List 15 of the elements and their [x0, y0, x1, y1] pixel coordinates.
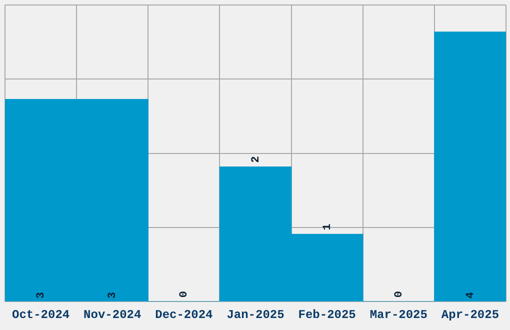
- x-tick-label: Oct-2024: [12, 308, 70, 322]
- data-label: 2: [250, 156, 262, 163]
- x-tick-label: Mar-2025: [370, 308, 428, 322]
- x-tick-label: Nov-2024: [84, 308, 142, 322]
- data-label: 0: [178, 290, 191, 298]
- x-tick-label: Apr-2025: [441, 308, 500, 322]
- data-label: 1: [322, 223, 334, 230]
- x-tick-label: Dec-2024: [155, 308, 213, 322]
- data-label: 0: [393, 290, 406, 298]
- x-tick-label: Feb-2025: [298, 308, 356, 322]
- data-label: 4: [464, 292, 477, 299]
- bar: [434, 32, 506, 302]
- data-label: 3: [36, 292, 48, 299]
- x-tick-label: Jan-2025: [226, 308, 284, 322]
- data-label: 3: [107, 292, 120, 299]
